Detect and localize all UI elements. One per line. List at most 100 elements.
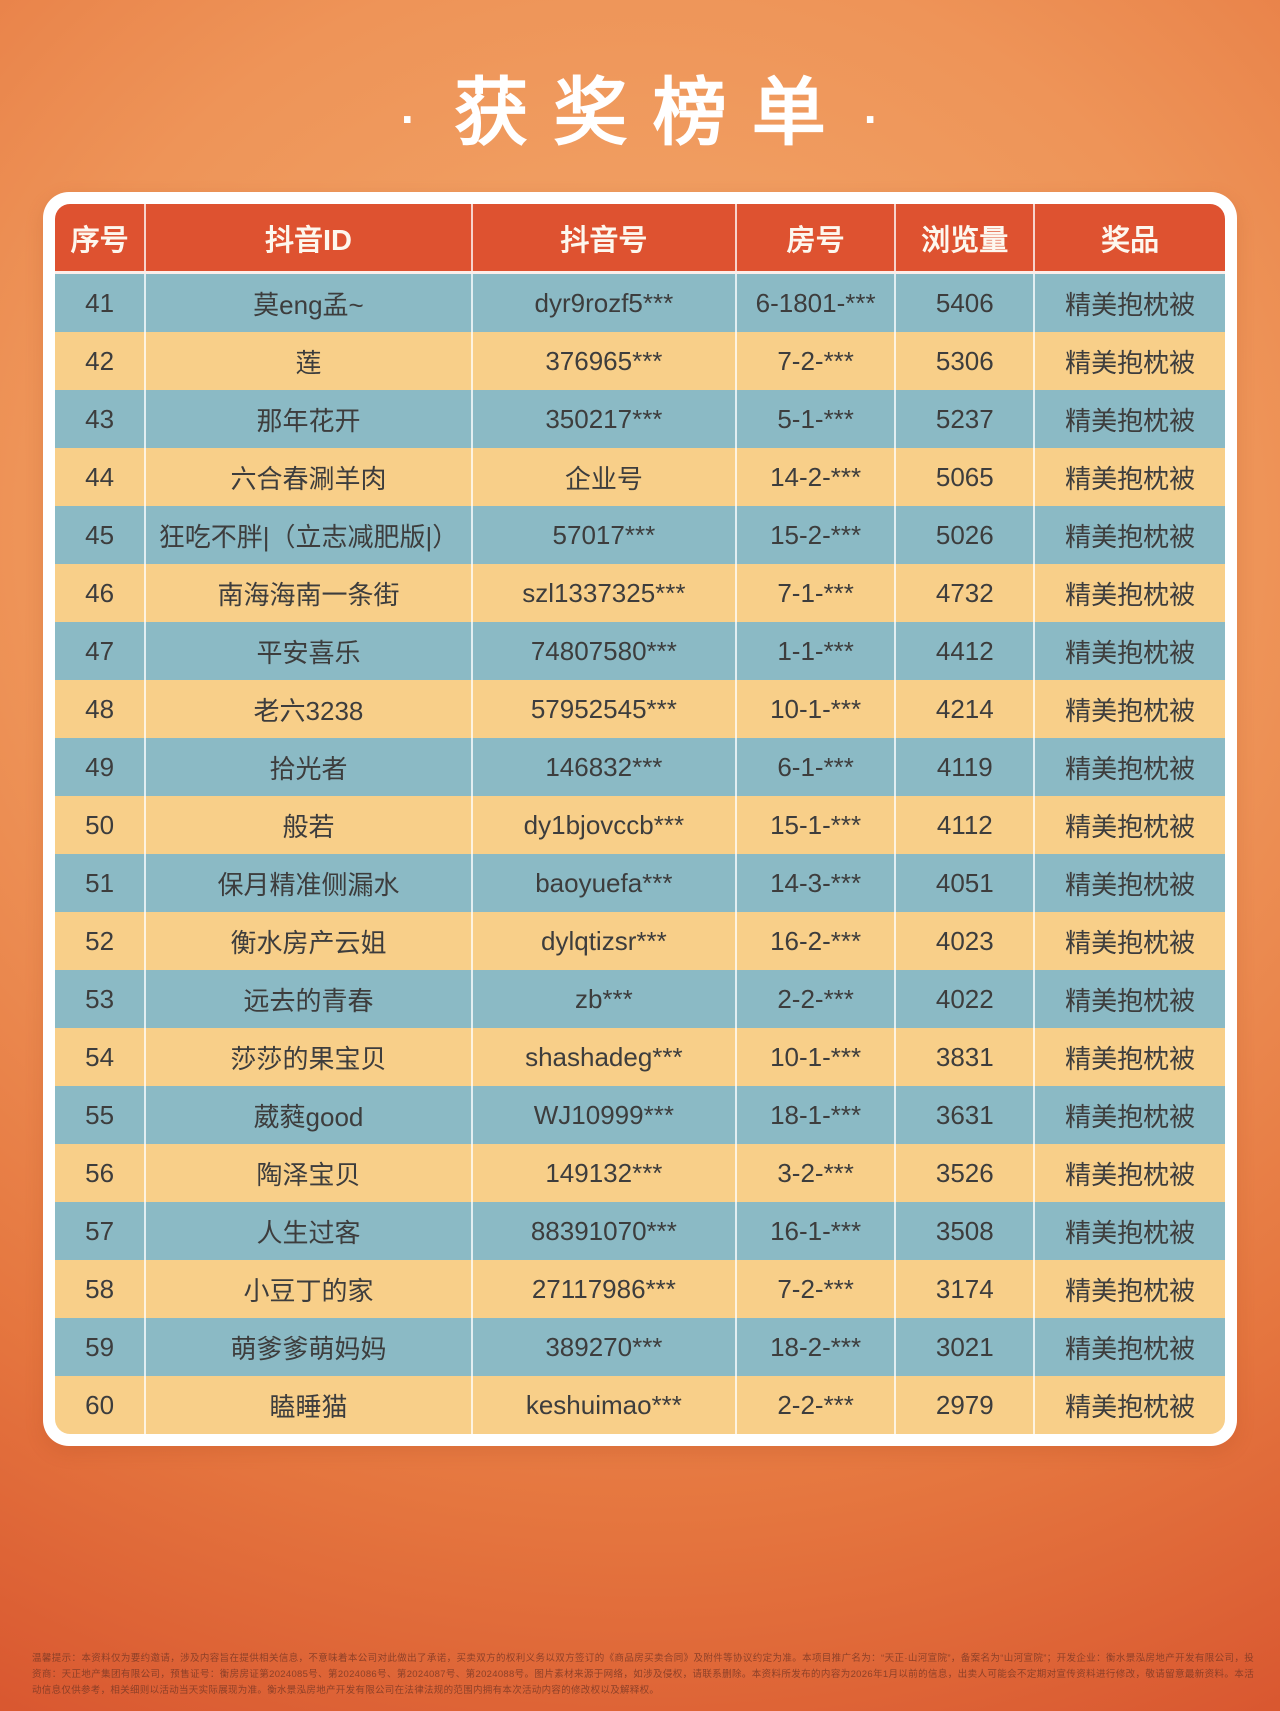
cell-index: 48: [55, 680, 147, 738]
cell-prize: 精美抱枕被: [1065, 1217, 1196, 1248]
table-row: 56 陶泽宝贝 149132*** 3-2-*** 3526 精美抱枕被: [55, 1144, 1225, 1202]
table-row: 45 狂吃不胖|（立志减肥版|） 57017*** 15-2-*** 5026 …: [55, 506, 1225, 564]
table-row: 41 莫eng孟~ dyr9rozf5*** 6-1801-*** 5406 精…: [55, 274, 1225, 332]
cell-prize: 精美抱枕被: [1065, 1275, 1196, 1306]
table-row: 49 拾光者 146832*** 6-1-*** 4119 精美抱枕被: [55, 738, 1225, 796]
cell-room-number: 7-2-***: [737, 1260, 897, 1318]
cell-prize: 精美抱枕被: [1065, 347, 1196, 378]
cell-douyin-account: 74807580***: [473, 622, 738, 680]
cell-view-count: 4732: [896, 564, 1036, 622]
cell-douyin-id: 衡水房产云姐: [146, 912, 473, 970]
cell-room-number: 16-2-***: [737, 912, 897, 970]
cell-prize: 精美抱枕被: [1065, 869, 1196, 900]
cell-index: 45: [55, 506, 147, 564]
cell-douyin-id: 保月精准侧漏水: [146, 854, 473, 912]
cell-room-number: 14-3-***: [737, 854, 897, 912]
cell-index: 53: [55, 970, 147, 1028]
header-room-number: 房号: [737, 204, 897, 271]
cell-douyin-account: 企业号: [473, 448, 738, 506]
cell-douyin-id: 远去的青春: [146, 970, 473, 1028]
cell-prize: 精美抱枕被: [1065, 463, 1196, 494]
cell-douyin-account: dyr9rozf5***: [473, 274, 738, 332]
page-title-text: 获奖榜单: [454, 71, 851, 154]
cell-douyin-id: 葳蕤good: [146, 1086, 473, 1144]
cell-douyin-account: szl1337325***: [473, 564, 738, 622]
cell-index: 52: [55, 912, 147, 970]
cell-room-number: 15-2-***: [737, 506, 897, 564]
cell-view-count: 5065: [896, 448, 1036, 506]
cell-view-count: 4119: [896, 738, 1036, 796]
cell-prize: 精美抱枕被: [1065, 521, 1196, 552]
header-view-count: 浏览量: [896, 204, 1036, 271]
cell-view-count: 3021: [896, 1318, 1036, 1376]
cell-view-count: 4112: [896, 796, 1036, 854]
cell-douyin-id: 般若: [146, 796, 473, 854]
cell-view-count: 5306: [896, 332, 1036, 390]
table-row: 42 莲 376965*** 7-2-*** 5306 精美抱枕被: [55, 332, 1225, 390]
header-douyin-id: 抖音ID: [146, 204, 473, 271]
cell-index: 50: [55, 796, 147, 854]
cell-douyin-account: zb***: [473, 970, 738, 1028]
cell-prize: 精美抱枕被: [1065, 811, 1196, 842]
table-row: 55 葳蕤good WJ10999*** 18-1-*** 3631 精美抱枕被: [55, 1086, 1225, 1144]
cell-douyin-account: dylqtizsr***: [473, 912, 738, 970]
cell-douyin-id: 莲: [146, 332, 473, 390]
cell-view-count: 4214: [896, 680, 1036, 738]
table-row: 53 远去的青春 zb*** 2-2-*** 4022 精美抱枕被: [55, 970, 1225, 1028]
award-table-frame: 序号 抖音ID 抖音号 房号 浏览量 奖品 41 莫eng孟~ dyr9rozf…: [43, 192, 1237, 1446]
header-index: 序号: [55, 204, 147, 271]
cell-view-count: 4412: [896, 622, 1036, 680]
cell-prize: 精美抱枕被: [1065, 579, 1196, 610]
cell-prize: 精美抱枕被: [1065, 927, 1196, 958]
title-right-dot-icon: ·: [863, 93, 880, 145]
cell-view-count: 5237: [896, 390, 1036, 448]
cell-prize: 精美抱枕被: [1065, 405, 1196, 436]
header-prize: 奖品: [1101, 224, 1160, 257]
cell-view-count: 3174: [896, 1260, 1036, 1318]
cell-view-count: 5026: [896, 506, 1036, 564]
cell-room-number: 10-1-***: [737, 1028, 897, 1086]
table-row: 57 人生过客 88391070*** 16-1-*** 3508 精美抱枕被: [55, 1202, 1225, 1260]
cell-index: 51: [55, 854, 147, 912]
cell-view-count: 3508: [896, 1202, 1036, 1260]
cell-douyin-account: 376965***: [473, 332, 738, 390]
cell-index: 43: [55, 390, 147, 448]
cell-douyin-id: 人生过客: [146, 1202, 473, 1260]
cell-douyin-account: 149132***: [473, 1144, 738, 1202]
cell-index: 41: [55, 274, 147, 332]
cell-index: 46: [55, 564, 147, 622]
cell-index: 54: [55, 1028, 147, 1086]
cell-prize: 精美抱枕被: [1065, 289, 1196, 320]
cell-room-number: 16-1-***: [737, 1202, 897, 1260]
cell-douyin-id: 陶泽宝贝: [146, 1144, 473, 1202]
cell-prize: 精美抱枕被: [1065, 1043, 1196, 1074]
cell-index: 44: [55, 448, 147, 506]
cell-room-number: 3-2-***: [737, 1144, 897, 1202]
cell-room-number: 7-2-***: [737, 332, 897, 390]
table-row: 46 南海海南一条街 szl1337325*** 7-1-*** 4732 精美…: [55, 564, 1225, 622]
table-header-row: 序号 抖音ID 抖音号 房号 浏览量 奖品: [55, 204, 1225, 274]
page-title: · 获奖榜单 ·: [0, 0, 1280, 150]
cell-prize: 精美抱枕被: [1065, 1159, 1196, 1190]
cell-douyin-account: dy1bjovccb***: [473, 796, 738, 854]
cell-douyin-account: 88391070***: [473, 1202, 738, 1260]
cell-prize: 精美抱枕被: [1065, 695, 1196, 726]
cell-index: 56: [55, 1144, 147, 1202]
table-row: 48 老六3238 57952545*** 10-1-*** 4214 精美抱枕…: [55, 680, 1225, 738]
cell-room-number: 18-2-***: [737, 1318, 897, 1376]
cell-douyin-id: 平安喜乐: [146, 622, 473, 680]
table-row: 43 那年花开 350217*** 5-1-*** 5237 精美抱枕被: [55, 390, 1225, 448]
table-body: 41 莫eng孟~ dyr9rozf5*** 6-1801-*** 5406 精…: [55, 274, 1225, 1434]
cell-room-number: 6-1801-***: [737, 274, 897, 332]
cell-index: 49: [55, 738, 147, 796]
cell-room-number: 18-1-***: [737, 1086, 897, 1144]
cell-prize: 精美抱枕被: [1065, 637, 1196, 668]
cell-prize: 精美抱枕被: [1065, 1333, 1196, 1364]
cell-view-count: 5406: [896, 274, 1036, 332]
cell-douyin-account: baoyuefa***: [473, 854, 738, 912]
cell-douyin-id: 南海海南一条街: [146, 564, 473, 622]
cell-room-number: 2-2-***: [737, 970, 897, 1028]
cell-room-number: 10-1-***: [737, 680, 897, 738]
cell-douyin-id: 六合春涮羊肉: [146, 448, 473, 506]
cell-view-count: 3631: [896, 1086, 1036, 1144]
